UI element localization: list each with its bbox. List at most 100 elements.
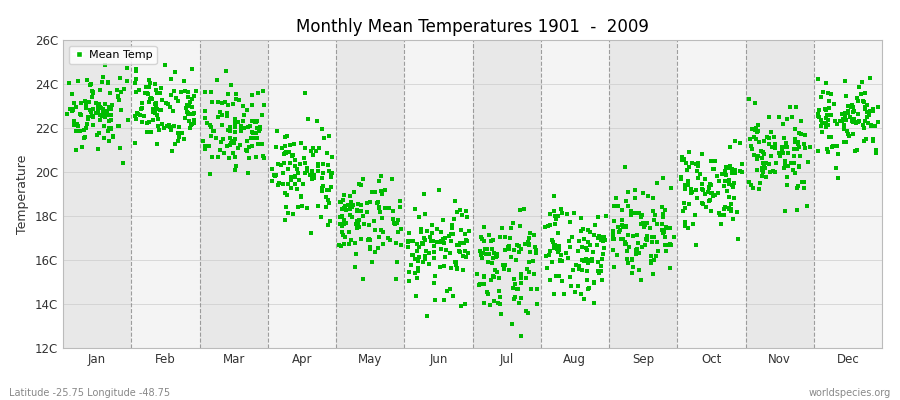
Point — [553, 256, 567, 263]
Point — [86, 121, 100, 128]
Point — [706, 193, 720, 199]
Point — [639, 236, 653, 242]
Point — [442, 233, 456, 239]
Point — [683, 186, 698, 192]
Point — [106, 134, 121, 140]
Point — [728, 166, 742, 173]
Point — [778, 159, 792, 166]
Point — [762, 134, 777, 141]
Point — [211, 114, 225, 120]
Bar — [268, 40, 336, 348]
Point — [149, 106, 164, 112]
Point — [634, 244, 649, 250]
Point — [449, 258, 464, 265]
Point — [661, 242, 675, 248]
Point — [472, 282, 486, 288]
Point — [637, 224, 652, 231]
Point — [551, 249, 565, 255]
Point — [472, 247, 487, 254]
Point — [309, 147, 323, 154]
Point — [248, 130, 263, 136]
Point — [594, 237, 608, 243]
Point — [662, 225, 677, 232]
Bar — [677, 40, 745, 348]
Point — [580, 285, 595, 292]
Point — [276, 170, 291, 176]
Point — [723, 163, 737, 169]
Point — [405, 252, 419, 258]
Point — [164, 127, 178, 134]
Point — [141, 84, 156, 91]
Point — [177, 114, 192, 121]
Point — [752, 186, 766, 192]
Point — [824, 144, 839, 150]
Point — [484, 238, 499, 244]
Point — [508, 294, 522, 300]
Point — [454, 240, 468, 246]
Point — [527, 244, 542, 250]
Point — [455, 212, 470, 218]
Point — [291, 204, 305, 210]
Point — [248, 119, 263, 126]
Point — [509, 286, 524, 292]
Point — [408, 256, 422, 263]
Point — [79, 105, 94, 112]
Point — [574, 257, 589, 264]
Point — [681, 178, 696, 184]
Point — [146, 109, 160, 116]
Point — [587, 300, 601, 306]
Point — [428, 273, 443, 279]
Point — [276, 160, 291, 166]
Point — [615, 206, 629, 213]
Point — [281, 209, 295, 216]
Point — [90, 132, 104, 138]
Point — [655, 228, 670, 234]
Point — [265, 166, 279, 172]
Point — [96, 105, 111, 112]
Point — [587, 280, 601, 286]
Point — [611, 224, 625, 230]
Point — [514, 271, 528, 278]
Point — [726, 183, 741, 190]
Point — [574, 267, 589, 274]
Point — [102, 79, 116, 85]
Point — [793, 152, 807, 159]
Point — [507, 296, 521, 303]
Point — [280, 133, 294, 140]
Point — [322, 187, 337, 193]
Point — [214, 112, 229, 118]
Point — [718, 204, 733, 211]
Point — [550, 246, 564, 252]
Point — [734, 168, 749, 175]
Point — [490, 250, 504, 257]
Point — [187, 120, 202, 126]
Point — [256, 88, 271, 94]
Point — [489, 254, 503, 261]
Point — [863, 75, 878, 81]
Point — [181, 110, 195, 116]
Point — [91, 146, 105, 153]
Point — [752, 180, 767, 186]
Point — [514, 280, 528, 286]
Point — [228, 116, 242, 122]
Bar — [472, 40, 541, 348]
Point — [644, 238, 659, 245]
Point — [176, 130, 190, 136]
Point — [751, 122, 765, 129]
Point — [596, 251, 610, 258]
Point — [337, 217, 351, 224]
Point — [237, 125, 251, 132]
Point — [352, 216, 366, 223]
Point — [759, 174, 773, 180]
Point — [607, 202, 621, 209]
Point — [519, 275, 534, 281]
Point — [850, 119, 865, 126]
Point — [153, 106, 167, 113]
Point — [300, 168, 314, 174]
Point — [847, 108, 861, 114]
Point — [344, 202, 358, 208]
Point — [447, 215, 462, 222]
Point — [715, 220, 729, 227]
Point — [718, 172, 733, 178]
Point — [77, 135, 92, 142]
